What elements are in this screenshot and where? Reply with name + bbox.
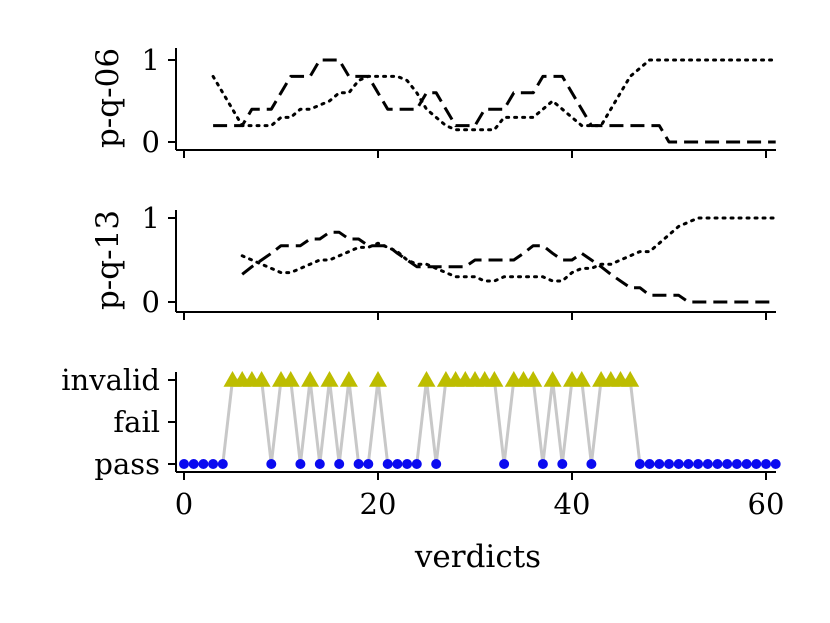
pass-point-22	[392, 459, 403, 469]
pass-point-58	[741, 459, 752, 469]
invalid-point-46	[621, 371, 640, 387]
middle-xticks	[183, 312, 767, 320]
pass-point-39	[557, 459, 568, 469]
invalid-point-41	[572, 371, 591, 387]
invalid-point-38	[543, 371, 562, 387]
top-ytick-label-0: 0	[142, 125, 160, 159]
pass-point-1	[188, 459, 199, 469]
pass-point-57	[731, 459, 742, 469]
invalid-point-15	[320, 371, 339, 387]
panel-bottom: pass fail invalid 0 20 40 60 verdicts	[61, 363, 784, 575]
pass-point-26	[431, 459, 442, 469]
middle-series	[240, 216, 778, 304]
bottom-yticks: pass fail invalid	[61, 363, 176, 481]
pass-point-2	[198, 459, 209, 469]
middle-ytick-label-0: 0	[142, 285, 160, 319]
invalid-point-25	[417, 371, 436, 387]
pass-point-24	[411, 459, 422, 469]
pass-point-49	[654, 459, 665, 469]
top-series	[211, 58, 778, 144]
middle-series-dotted	[240, 216, 778, 283]
pass-point-37	[537, 459, 548, 469]
pass-point-50	[664, 459, 674, 469]
invalid-point-8	[252, 371, 271, 387]
top-series-dotted	[211, 58, 778, 132]
middle-ylabel: p-q-13	[90, 210, 126, 310]
pass-point-60	[761, 459, 771, 469]
invalid-point-20	[369, 371, 387, 387]
top-yticks: 01	[142, 43, 176, 159]
pass-point-33	[499, 459, 510, 469]
bottom-xtick-label-2: 40	[554, 487, 591, 521]
pass-point-54	[702, 459, 713, 469]
pass-point-56	[722, 459, 733, 469]
top-ytick-label-1: 1	[142, 43, 160, 77]
top-xticks	[183, 150, 767, 158]
invalid-point-32	[485, 371, 504, 387]
pass-point-55	[712, 459, 723, 469]
pass-point-53	[693, 459, 704, 469]
bottom-markers	[179, 371, 781, 469]
bottom-xticks: 0 20 40 60	[175, 472, 785, 521]
bottom-ytick-label-fail: fail	[113, 405, 160, 439]
pass-point-14	[314, 459, 325, 469]
pass-point-59	[751, 459, 762, 469]
pass-point-23	[402, 459, 413, 469]
bottom-ytick-label-invalid: invalid	[61, 363, 160, 397]
invalid-point-13	[301, 371, 320, 387]
top-series-dashed	[213, 58, 776, 144]
bottom-xtick-label-1: 20	[360, 487, 397, 521]
bottom-verdict-line	[184, 378, 776, 466]
panel-middle: p-q-13 01	[90, 201, 778, 320]
pass-point-19	[363, 459, 374, 469]
pass-point-51	[673, 459, 684, 469]
pass-point-12	[295, 459, 306, 469]
bottom-xtick-label-3: 60	[748, 487, 785, 521]
pass-point-47	[634, 459, 645, 469]
pass-point-42	[586, 459, 597, 469]
pass-point-52	[683, 459, 694, 469]
bottom-connector-line	[184, 378, 776, 466]
pass-point-9	[266, 459, 277, 469]
bottom-xtick-label-0: 0	[175, 487, 193, 521]
invalid-point-17	[339, 371, 358, 387]
invalid-point-11	[281, 371, 300, 387]
pass-point-61	[770, 459, 781, 469]
middle-ytick-label-1: 1	[142, 201, 160, 235]
pass-point-16	[334, 459, 345, 469]
pass-point-21	[382, 459, 393, 469]
invalid-point-36	[524, 371, 543, 387]
pass-point-4	[217, 459, 228, 469]
top-ylabel: p-q-06	[90, 48, 126, 148]
pass-point-48	[644, 459, 655, 469]
bottom-xlabel: verdicts	[414, 539, 541, 575]
bottom-ytick-label-pass: pass	[94, 447, 160, 481]
pass-point-0	[179, 459, 189, 469]
panel-top: p-q-06 01	[90, 43, 778, 159]
middle-yticks: 01	[142, 201, 176, 319]
middle-series-dashed	[241, 230, 776, 304]
pass-point-3	[208, 459, 219, 469]
pass-point-18	[353, 459, 364, 469]
